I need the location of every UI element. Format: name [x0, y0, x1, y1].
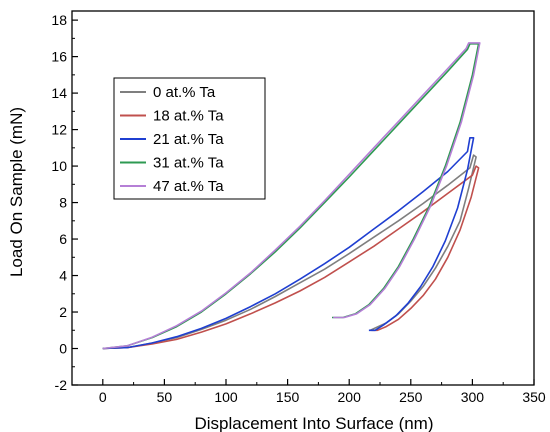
x-axis-title: Displacement Into Surface (nm)	[194, 414, 433, 432]
y-axis-title: Load On Sample (mN)	[7, 107, 26, 277]
x-tick-label: 250	[399, 389, 423, 405]
series-line-3	[102, 137, 475, 350]
x-tick-label: 50	[157, 389, 173, 405]
plot-border	[71, 10, 535, 386]
y-tick-label: 16	[51, 49, 67, 65]
legend-label: 18 at.% Ta	[153, 108, 224, 125]
x-tick-label: 300	[461, 389, 485, 405]
legend-label: 31 at.% Ta	[153, 155, 224, 172]
y-tick-label: 2	[59, 304, 67, 320]
y-tick-label: -2	[55, 377, 68, 393]
plot-frame	[71, 10, 535, 386]
series-line-5	[102, 42, 481, 350]
legend: 0 at.% Ta 18 at.% Ta 21 at.% Ta 31 at.% Ta 4…	[113, 77, 266, 200]
x-tick-label: 200	[338, 389, 362, 405]
y-tick-label: 6	[59, 231, 67, 247]
x-tick-label: 350	[522, 389, 546, 405]
series-line-2	[102, 165, 480, 350]
y-tick-label: 14	[51, 85, 67, 101]
y-tick-label: 12	[51, 122, 67, 138]
ticks-layer: 0 50 100 150 200 250 300 350 -2 0 2 4 6 8 10 12 14 16 18	[51, 12, 545, 405]
x-tick-label: 100	[214, 389, 238, 405]
y-tick-label: 10	[51, 158, 67, 174]
legend-label: 21 at.% Ta	[153, 131, 224, 148]
y-tick-label: 4	[59, 268, 67, 284]
x-tick-label: 150	[276, 389, 300, 405]
y-tick-label: 0	[59, 341, 67, 357]
legend-label: 47 at.% Ta	[153, 178, 224, 195]
series-layer	[102, 42, 481, 350]
y-tick-label: 8	[59, 195, 67, 211]
y-tick-label: 18	[51, 12, 67, 28]
x-tick-label: 0	[99, 389, 107, 405]
legend-label: 0 at.% Ta	[153, 84, 216, 101]
